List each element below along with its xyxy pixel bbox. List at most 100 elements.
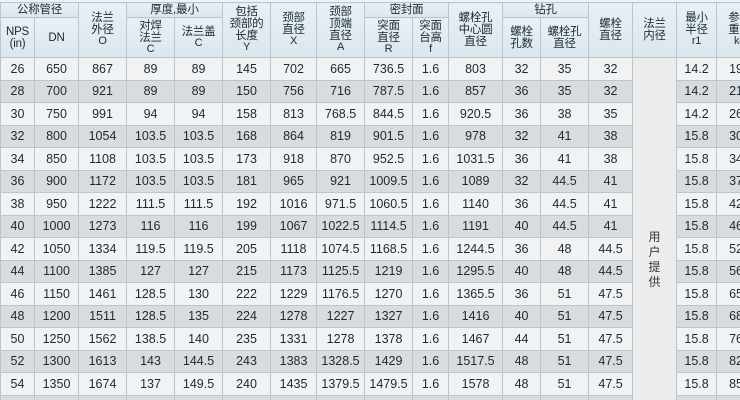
header-col-nps: NPS (in) bbox=[0, 17, 35, 59]
table-cell: 192 bbox=[222, 192, 272, 216]
table-cell: 158 bbox=[222, 102, 272, 126]
table-cell: 921 bbox=[78, 79, 128, 104]
table-cell: 1173 bbox=[270, 259, 318, 284]
header-line: 螺栓孔 bbox=[547, 25, 582, 38]
table-cell: 36 bbox=[502, 237, 542, 261]
table-cell: 1.6 bbox=[412, 57, 450, 81]
header-col-raised-face-height: 突面 台高 f bbox=[412, 17, 450, 59]
table-cell: 650 bbox=[716, 282, 740, 306]
table-cell: 787.5 bbox=[364, 79, 414, 104]
table-cell: 103.5 bbox=[126, 147, 176, 171]
table-cell: 1022.5 bbox=[316, 214, 366, 239]
table-cell: 44.5 bbox=[588, 237, 634, 261]
table-cell: 736.5 bbox=[364, 57, 414, 81]
table-cell: 650 bbox=[33, 57, 80, 81]
table-cell: 89 bbox=[174, 57, 224, 81]
table-row: 38 950 1222 111.5 111.5 192 1016 971.5 1060.5 1.6… bbox=[0, 192, 740, 216]
table-cell: 1.6 bbox=[412, 259, 450, 284]
table-cell: 128.5 bbox=[126, 304, 176, 329]
table-cell: 41 bbox=[588, 214, 634, 239]
header-col-bolt-circle-diameter: 螺栓孔 中心圆 直径 bbox=[448, 1, 504, 59]
table-cell: 1031.5 bbox=[448, 147, 504, 171]
table-cell: 1295.5 bbox=[448, 259, 504, 284]
header-line: 外径 bbox=[91, 24, 114, 37]
table-cell: 864 bbox=[270, 124, 318, 149]
header-group-drilling: 钻孔 bbox=[502, 1, 590, 19]
table-cell: 1130 bbox=[716, 394, 740, 400]
table-cell: 94 bbox=[126, 102, 176, 126]
header-line: 长度 bbox=[235, 30, 258, 43]
header-line: (in) bbox=[9, 37, 26, 50]
table-row: 54 1350 1674 137 149.5 240 1435 1379.5 1479.5 1.6… bbox=[0, 372, 740, 396]
table-cell: 15.8 bbox=[676, 169, 718, 194]
table-cell: 47.5 bbox=[588, 282, 634, 306]
table-cell: 1222 bbox=[78, 192, 128, 216]
table-row: 44 1100 1385 127 127 215 1173 1125.5 1219 1.6 1295… bbox=[0, 259, 740, 284]
table-cell: 1050 bbox=[33, 237, 80, 261]
table-cell: 819 bbox=[316, 124, 366, 149]
header-symbol: kg bbox=[733, 35, 740, 48]
table-cell: 1100 bbox=[33, 259, 80, 284]
table-cell: 1562 bbox=[78, 327, 128, 351]
table-cell: 800 bbox=[33, 124, 80, 149]
header-symbol: X bbox=[289, 35, 298, 48]
table-cell: 857 bbox=[448, 79, 504, 104]
table-cell: 51 bbox=[540, 372, 590, 396]
header-sub-row: NPS (in) DN 对焊 法兰 C 法兰盖 C 突面 直径 bbox=[0, 17, 740, 59]
table-cell: 1365.5 bbox=[448, 282, 504, 306]
table-cell: 1067 bbox=[270, 214, 318, 239]
table-cell: 94 bbox=[174, 102, 224, 126]
header-group-row: 公称管径 法兰 外径 O 厚度,最小 包括 颈部的 长度 Y 颈部 直径 X bbox=[0, 1, 740, 59]
table-cell: 870 bbox=[316, 147, 366, 171]
table-cell: 268 bbox=[222, 394, 272, 400]
header-line: 直径 bbox=[282, 24, 305, 37]
table-row: 40 1000 1273 116 116 199 1067 1022.5 1114.5 1.6 11… bbox=[0, 214, 740, 239]
table-cell: 135 bbox=[174, 304, 224, 329]
header-line: 内径 bbox=[643, 30, 666, 43]
table-cell: 1.6 bbox=[412, 102, 450, 126]
header-line: 直径 bbox=[599, 30, 622, 43]
table-cell: 991 bbox=[78, 102, 128, 126]
table-cell: 173 bbox=[222, 147, 272, 171]
table-cell: 1000 bbox=[33, 214, 80, 239]
table-cell: 850 bbox=[716, 372, 740, 396]
table-cell: 1613 bbox=[78, 349, 128, 374]
table-body: 26 650 867 89 89 145 702 665 736.5 1.6 803 32 35 32 用户… bbox=[0, 57, 740, 400]
table-cell: 15.8 bbox=[676, 192, 718, 216]
table-cell: 1244.5 bbox=[448, 237, 504, 261]
table-cell: 138.5 bbox=[126, 327, 176, 351]
table-cell: 15.8 bbox=[676, 259, 718, 284]
table-cell: 520 bbox=[716, 237, 740, 261]
table-cell: 14.2 bbox=[676, 79, 718, 104]
table-cell: 157 bbox=[174, 394, 224, 400]
table-cell: 89 bbox=[174, 79, 224, 104]
table-cell: 51 bbox=[540, 327, 590, 351]
header-line: 螺栓 bbox=[599, 17, 622, 30]
table-cell: 1300 bbox=[33, 349, 80, 374]
header-line: 直径 bbox=[377, 31, 400, 44]
table-cell: 1191 bbox=[448, 214, 504, 239]
table-cell: 1227 bbox=[316, 304, 366, 329]
table-row: 32 800 1054 103.5 103.5 168 864 819 901.5 1.6 978 3… bbox=[0, 124, 740, 149]
header-col-bolt-hole-count: 螺栓 孔数 bbox=[502, 17, 542, 59]
table-cell: 1054 bbox=[78, 124, 128, 149]
table-cell: 14.2 bbox=[676, 102, 718, 126]
table-cell: 44 bbox=[0, 259, 35, 284]
table-cell: 48 bbox=[502, 349, 542, 374]
header-line: 突面 bbox=[377, 19, 400, 32]
table-cell: 1009.5 bbox=[364, 169, 414, 194]
table-cell: 1016 bbox=[270, 192, 318, 216]
table-cell: 665 bbox=[316, 57, 366, 81]
table-cell: 222 bbox=[222, 282, 272, 306]
table-cell: 420 bbox=[716, 192, 740, 216]
table-cell: 460 bbox=[716, 214, 740, 239]
table-cell: 1.6 bbox=[412, 349, 450, 374]
table-cell: 1350 bbox=[33, 372, 80, 396]
header-symbol: C bbox=[194, 36, 203, 49]
table-cell: 240 bbox=[222, 372, 272, 396]
table-row: 48 1200 1511 128.5 135 224 1278 1227 1327 1.6 1416… bbox=[0, 304, 740, 329]
table-row: 42 1050 1334 119.5 119.5 205 1118 1074.5 1168.5 1… bbox=[0, 237, 740, 261]
table-cell: 40 bbox=[0, 214, 35, 239]
table-cell: 1.6 bbox=[412, 394, 450, 400]
header-col-hub-diameter: 颈部 直径 X bbox=[270, 1, 318, 59]
